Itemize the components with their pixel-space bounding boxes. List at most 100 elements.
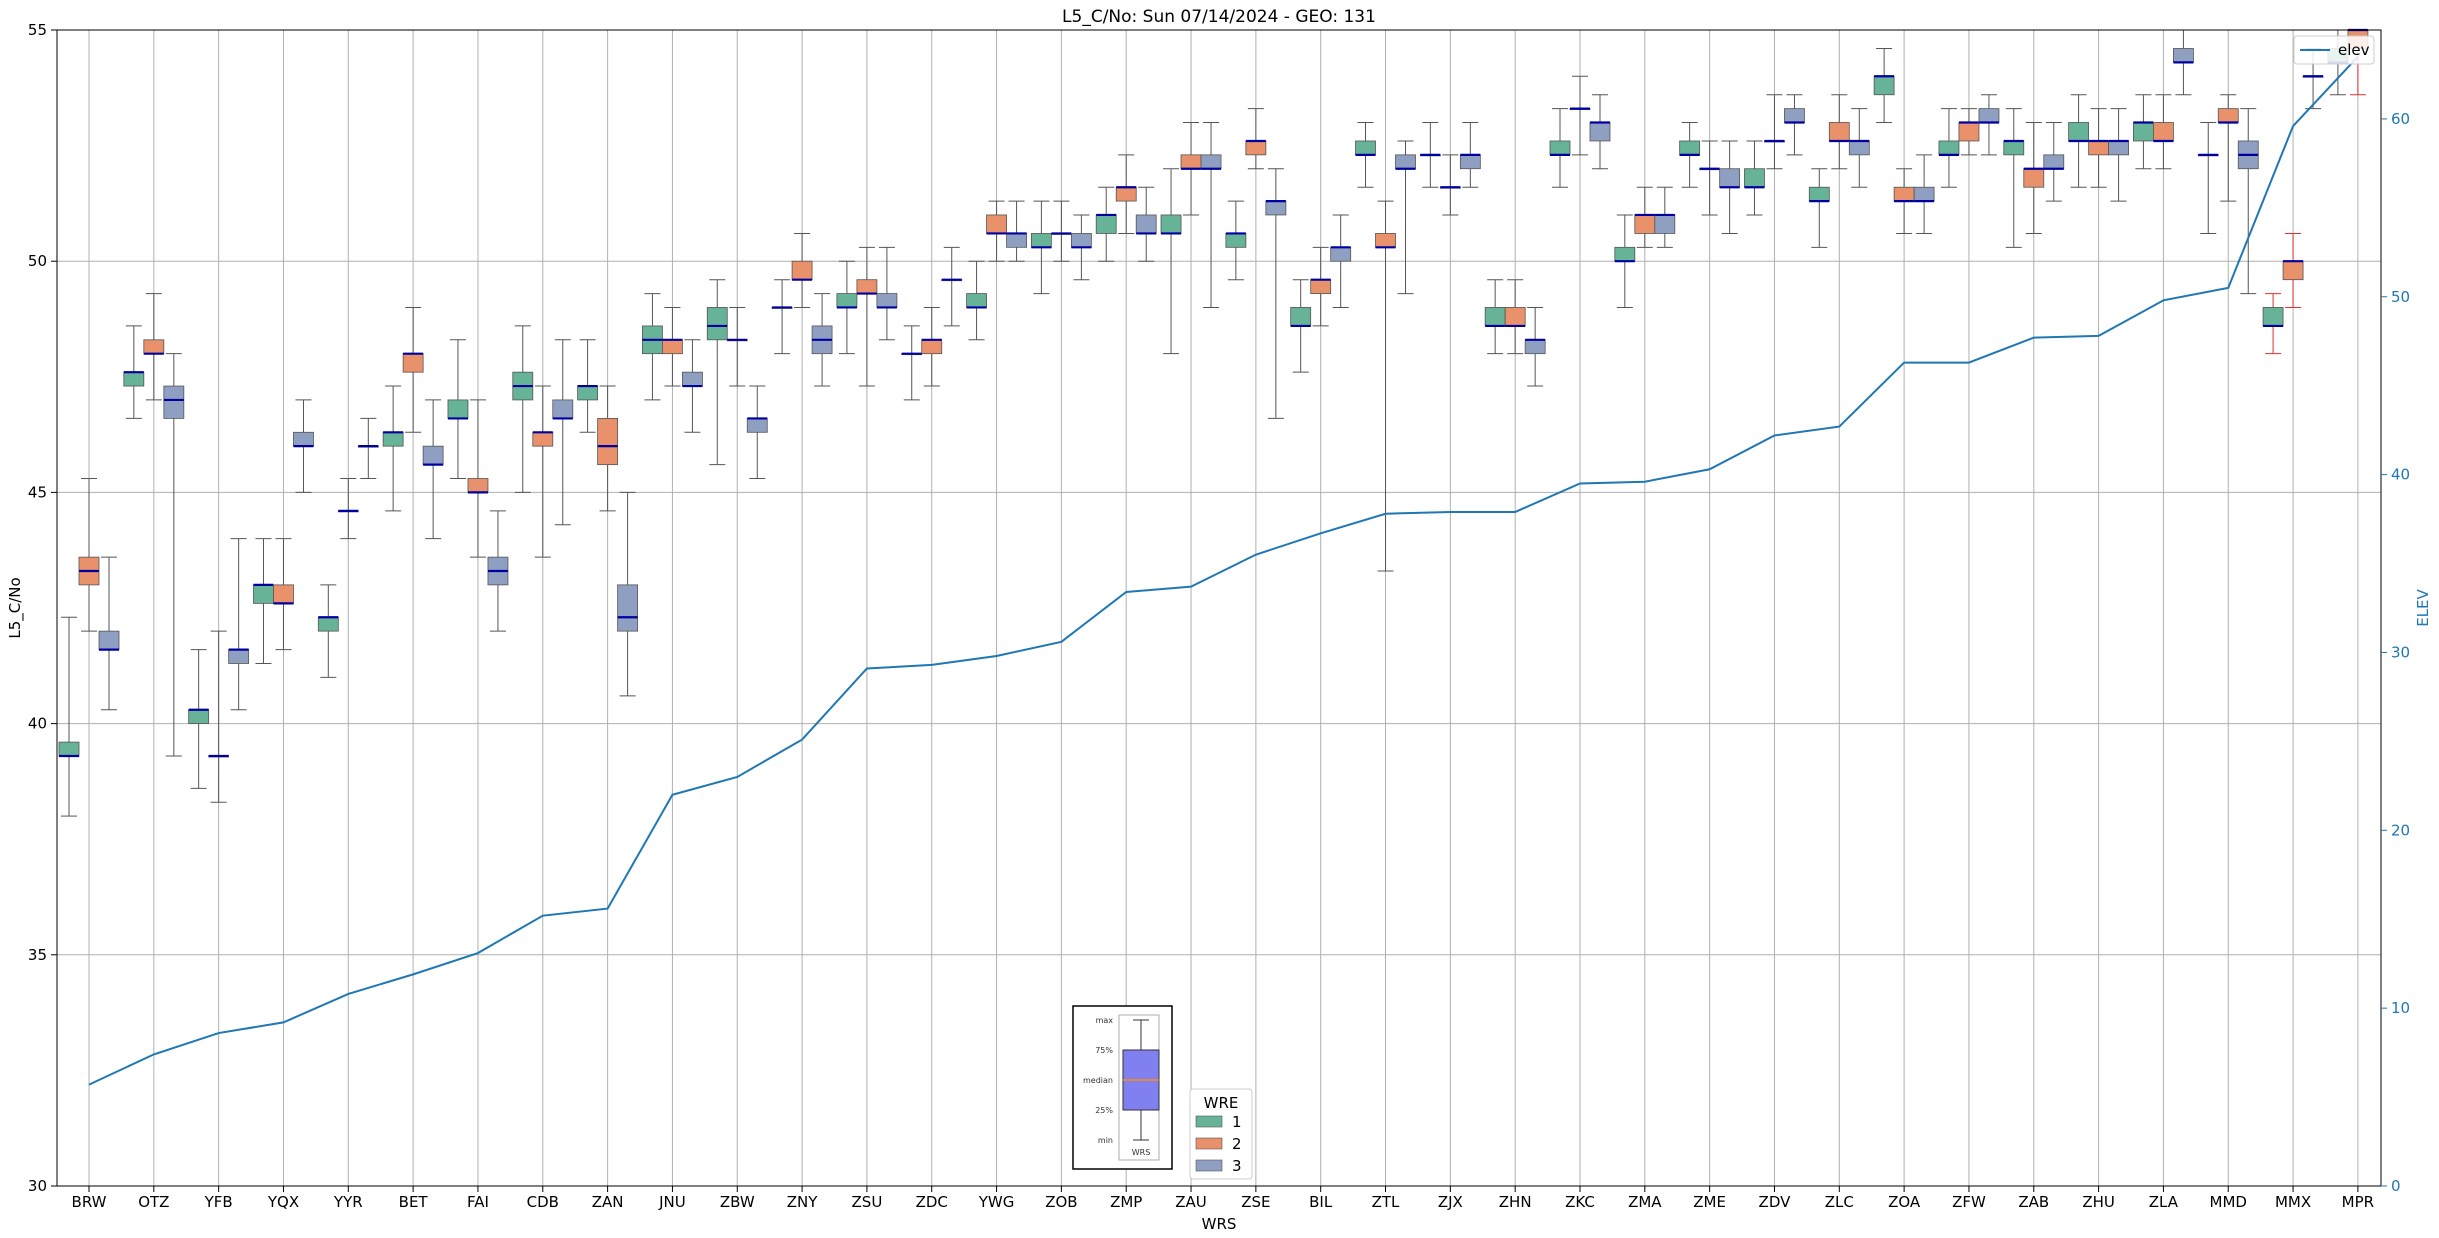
- box-wre-2: [1893, 168, 1915, 234]
- x-tick-label: YWG: [978, 1193, 1015, 1211]
- box-body: [1095, 214, 1117, 234]
- box-body: [1375, 233, 1396, 248]
- box-body: [2173, 48, 2194, 63]
- box-wre-2: [1569, 75, 1591, 156]
- elev-legend-label: elev: [2338, 41, 2370, 59]
- box-body: [422, 445, 444, 466]
- box-body: [467, 478, 489, 493]
- box-body: [293, 431, 314, 447]
- box-body: [2108, 140, 2129, 156]
- box-body: [1459, 154, 1481, 170]
- box-body: [143, 339, 165, 355]
- box-body: [1828, 122, 1850, 142]
- wre-legend: WRE 1 2 3: [1189, 1088, 1253, 1180]
- x-tick-label: ZSE: [1241, 1193, 1270, 1211]
- box-body: [228, 649, 250, 664]
- box-wre-1: [2262, 293, 2284, 355]
- box-wre-1: [1030, 200, 1052, 295]
- box-wre-2: [467, 399, 489, 558]
- x-tick-label: ZOA: [1888, 1193, 1921, 1211]
- y-tick-label: 55: [28, 21, 47, 39]
- box-body: [98, 630, 120, 651]
- box-body: [1290, 307, 1312, 327]
- box-body: [876, 293, 898, 308]
- box-wre-3: [487, 510, 509, 632]
- box-wre-3: [1395, 140, 1416, 295]
- box-wre-1: [706, 279, 728, 466]
- box-body: [921, 339, 943, 355]
- box-wre-3: [746, 385, 768, 480]
- box-wre-2: [1115, 154, 1137, 234]
- x-tick-label: YFB: [204, 1193, 233, 1211]
- box-wre-1: [1225, 200, 1247, 281]
- box-body: [382, 431, 404, 447]
- x-tick-label: ZBW: [720, 1193, 755, 1211]
- box-body: [1679, 140, 1701, 156]
- y2-tick-label: 60: [2391, 110, 2410, 128]
- box-body: [682, 371, 703, 387]
- box-wre-3: [98, 556, 120, 711]
- box-wre-2: [1310, 246, 1332, 327]
- box-wre-2: [532, 385, 554, 558]
- box-body: [1873, 75, 1895, 96]
- box-body: [188, 709, 210, 725]
- box-body: [1978, 108, 2000, 123]
- y2-axis-title: ELEV: [2414, 588, 2432, 626]
- box-wre-1: [253, 538, 274, 664]
- box-body: [123, 371, 145, 387]
- box-wre-2: [337, 478, 359, 540]
- x-tick-label: JNU: [658, 1193, 686, 1211]
- key-label-median: median: [1083, 1076, 1113, 1085]
- box-body: [1719, 168, 1741, 188]
- box-body: [577, 385, 599, 401]
- y-axis-ticks: 30 35 40 45 50 55: [28, 21, 57, 1195]
- box-wre-3: [682, 339, 703, 433]
- x-axis-ticks: BRW OTZ YFB YQX YYR BET FAI CDB ZAN JNU ZBW ZNY ZSU Z…: [72, 1186, 2374, 1211]
- box-wre-1: [58, 616, 80, 817]
- box-wre-1: [1484, 279, 1506, 355]
- box-wre-1: [836, 260, 858, 355]
- box-wre-1: [123, 325, 145, 419]
- box-wre-2: [2023, 121, 2045, 234]
- box-body: [2023, 168, 2045, 188]
- x-tick-label: MMX: [2275, 1193, 2311, 1211]
- box-wre-3: [1913, 154, 1935, 234]
- x-tick-label: BET: [399, 1193, 429, 1211]
- box-wre-2: [1439, 154, 1461, 216]
- box-wre-3: [1978, 94, 2000, 156]
- box-body: [1549, 140, 1571, 156]
- key-label-max: max: [1096, 1016, 1114, 1025]
- box-wre-2: [597, 385, 619, 512]
- box-wre-1: [1549, 108, 1571, 188]
- box-wre-3: [1265, 168, 1287, 419]
- box-body: [617, 584, 639, 632]
- box-wre-1: [1938, 108, 1960, 188]
- y2-tick-label: 50: [2391, 288, 2410, 306]
- box-body: [58, 741, 80, 757]
- box-body: [1180, 154, 1202, 170]
- box-wre-1: [1744, 140, 1765, 216]
- box-wre-2: [2153, 94, 2174, 170]
- x-tick-label: ZSU: [852, 1193, 883, 1211]
- x-gridlines: [88, 30, 2359, 1186]
- box-wre-1: [642, 293, 663, 401]
- box-body: [2282, 260, 2304, 281]
- box-body: [966, 293, 987, 308]
- x-tick-label: ZJX: [1438, 1193, 1463, 1211]
- box-wre-2: [1504, 279, 1526, 355]
- box-wre-2: [2282, 232, 2304, 308]
- wre-legend-swatch-2: [1195, 1137, 1223, 1150]
- box-wre-2: [1764, 94, 1785, 170]
- box-wre-1: [966, 260, 987, 341]
- box-wre-1: [382, 385, 404, 512]
- x-tick-label: FAI: [467, 1193, 489, 1211]
- box-wre-3: [2043, 121, 2065, 202]
- box-wre-3: [1006, 200, 1027, 262]
- box-wre-2: [273, 538, 294, 651]
- x-tick-label: BRW: [72, 1193, 107, 1211]
- box-body: [253, 584, 274, 604]
- box-wre-1: [1419, 121, 1441, 188]
- box-wre-2: [986, 200, 1007, 262]
- y-tick-label: 35: [28, 946, 47, 964]
